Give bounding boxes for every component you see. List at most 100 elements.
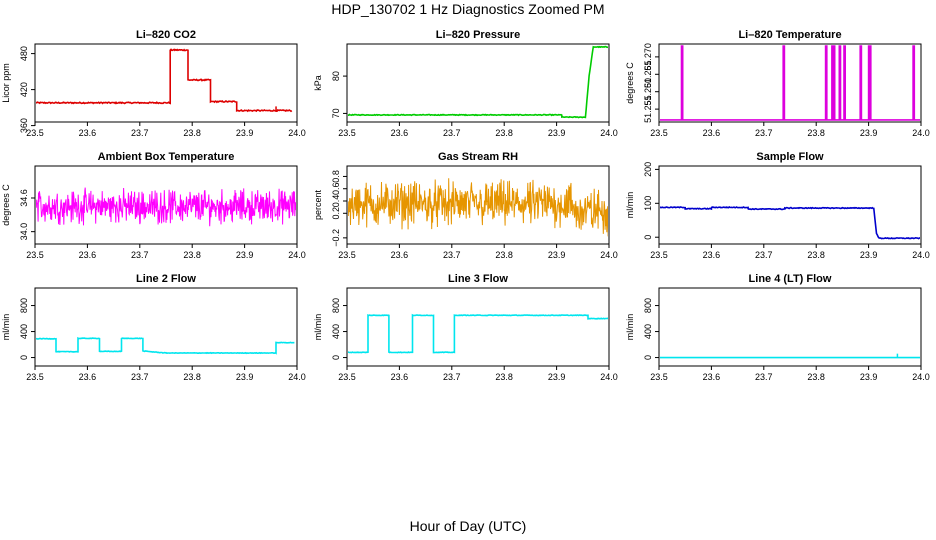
x-tick-label: 23.9 (860, 250, 878, 260)
x-tick-label: 24.0 (912, 250, 930, 260)
x-tick-label: 24.0 (288, 372, 306, 382)
series-group (36, 48, 293, 113)
x-tick-label: 23.7 (755, 128, 773, 138)
y-axis-label: percent (313, 189, 323, 220)
x-tick-label: 23.9 (548, 128, 566, 138)
panel-3: Li–820 Temperature degrees C 23.5 23.6 23.7 2… (625, 29, 930, 138)
x-tick-label: 23.7 (755, 372, 773, 382)
panel-5: Gas Stream RH percent 23.5 23.6 23.7 23.8 23.9… (313, 151, 618, 260)
series-group (660, 45, 920, 121)
series-line (348, 45, 608, 119)
y-tick-label: 80 (331, 71, 341, 81)
plot-frame (34, 165, 298, 245)
x-tick-label: 23.5 (26, 250, 44, 260)
x-tick-label: 23.8 (495, 128, 513, 138)
panel-title: Line 2 Flow (136, 273, 196, 285)
series-line (36, 187, 296, 227)
panel-4: Ambient Box Temperature degrees C 23.5 23.6… (1, 151, 306, 260)
series-group (660, 353, 920, 359)
series-line (348, 313, 608, 354)
x-tick-label: 23.9 (860, 128, 878, 138)
x-tick-label: 23.7 (443, 250, 461, 260)
x-tick-label: 23.5 (338, 128, 356, 138)
x-tick-label: 23.6 (703, 128, 721, 138)
x-tick-label: 23.7 (755, 250, 773, 260)
x-tick-label: 24.0 (288, 250, 306, 260)
panel-title: Sample Flow (756, 151, 824, 163)
panel-9: Line 4 (LT) Flow ml/min 23.5 23.6 23.7 23.8 23… (625, 273, 930, 382)
x-tick-label: 23.6 (79, 128, 97, 138)
x-tick-label: 23.7 (131, 250, 149, 260)
x-tick-label: 23.9 (548, 372, 566, 382)
y-tick-label: 0.6 (331, 182, 341, 195)
x-tick-label: 23.7 (131, 372, 149, 382)
panel-8: Line 3 Flow ml/min 23.5 23.6 23.7 23.8 23.9 24.… (313, 273, 618, 382)
y-tick-label: 0 (331, 355, 341, 360)
y-axis-label: ml/min (1, 314, 11, 341)
x-tick-label: 23.5 (650, 128, 668, 138)
x-tick-label: 23.5 (338, 250, 356, 260)
series-line (348, 178, 608, 237)
panel-title: Ambient Box Temperature (98, 151, 235, 163)
x-tick-label: 23.6 (391, 128, 409, 138)
y-tick-label: 400 (643, 324, 653, 339)
y-tick-label: 51.265 (643, 61, 653, 89)
x-tick-label: 23.9 (860, 372, 878, 382)
y-axis-label: degrees C (625, 62, 635, 104)
x-tick-label: 24.0 (912, 128, 930, 138)
panel-title: Li–820 CO2 (136, 29, 196, 41)
x-tick-label: 24.0 (912, 372, 930, 382)
series-line (660, 45, 920, 121)
y-tick-label: 51.255 (643, 95, 653, 123)
plot-frame (346, 287, 610, 367)
x-tick-label: 23.6 (703, 372, 721, 382)
x-tick-label: 23.7 (131, 128, 149, 138)
y-tick-label: 51.260 (643, 78, 653, 106)
y-axis-label: Licor ppm (1, 63, 11, 103)
plot-frame (346, 165, 610, 245)
series-group (660, 206, 920, 240)
plot-frame (658, 43, 922, 123)
y-tick-label: 34.6 (19, 189, 29, 207)
figure-title: HDP_130702 1 Hz Diagnostics Zoomed PM (331, 1, 605, 17)
panel-7: Line 2 Flow ml/min 23.5 23.6 23.7 23.8 23.9 24.… (1, 273, 306, 382)
y-tick-label: 0 (19, 355, 29, 360)
series-line (36, 336, 295, 355)
y-tick-label: 100 (643, 196, 653, 211)
y-tick-label: 34.0 (19, 223, 29, 241)
y-tick-label: 800 (643, 298, 653, 313)
x-tick-label: 23.6 (391, 250, 409, 260)
y-tick-label: 70 (331, 108, 341, 118)
series-line (36, 48, 293, 113)
plot-frame (346, 43, 610, 123)
panel-1: Li–820 CO2 Licor ppm 23.5 23.6 23.7 23.8 23.9 2… (1, 29, 306, 138)
x-tick-label: 23.7 (443, 372, 461, 382)
y-tick-label: 200 (643, 162, 653, 177)
y-axis-label: ml/min (625, 314, 635, 341)
x-tick-label: 23.5 (650, 372, 668, 382)
shared-x-axis-label: Hour of Day (UTC) (409, 518, 527, 534)
series-group (348, 45, 608, 119)
plot-frame (658, 287, 922, 367)
y-axis-label: ml/min (313, 314, 323, 341)
y-axis-label: degrees C (1, 184, 11, 226)
y-tick-label: 0 (643, 355, 653, 360)
x-tick-label: 23.8 (183, 372, 201, 382)
y-axis-label: ml/min (625, 192, 635, 219)
y-tick-label: 51.270 (643, 43, 653, 71)
x-tick-label: 23.7 (443, 128, 461, 138)
panel-2: Li–820 Pressure kPa 23.5 23.6 23.7 23.8 23.9 24… (313, 29, 618, 138)
y-tick-label: 0 (643, 235, 653, 240)
x-tick-label: 23.8 (495, 250, 513, 260)
series-group (348, 313, 608, 354)
panel-title: Li–820 Pressure (436, 29, 520, 41)
x-tick-label: 23.9 (236, 128, 254, 138)
y-axis-label: kPa (313, 75, 323, 91)
x-tick-label: 23.8 (807, 372, 825, 382)
y-tick-label: 0.2 (331, 207, 341, 220)
series-group (36, 187, 296, 227)
x-tick-label: 23.5 (26, 372, 44, 382)
x-tick-label: 23.8 (183, 250, 201, 260)
y-tick-label: 420 (19, 82, 29, 97)
